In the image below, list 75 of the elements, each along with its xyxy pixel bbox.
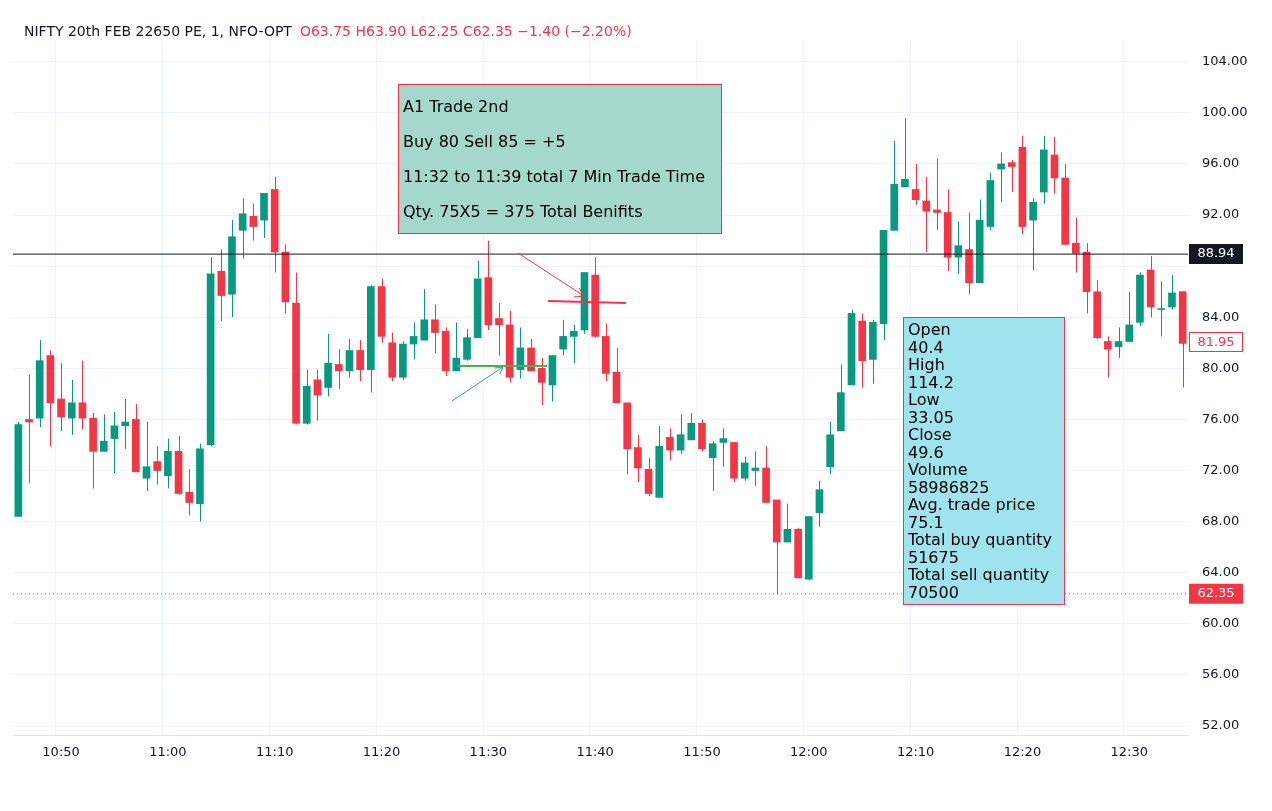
candlestick xyxy=(452,321,461,372)
y-tick-label: 76.00 xyxy=(1202,410,1240,426)
candlestick xyxy=(901,117,909,188)
candlestick xyxy=(997,151,1005,203)
y-tick-label: 68.00 xyxy=(1202,513,1240,529)
x-tick-label: 11:00 xyxy=(149,744,187,760)
x-tick-label: 11:30 xyxy=(469,744,508,760)
candlestick xyxy=(1029,197,1037,271)
candlestick xyxy=(527,338,535,372)
y-tick-label: 104.00 xyxy=(1202,53,1248,69)
x-tick-label: 10:50 xyxy=(42,744,80,760)
candlestick xyxy=(559,319,567,357)
candlestick xyxy=(356,339,364,382)
candlestick xyxy=(666,427,674,461)
candlestick xyxy=(334,348,343,390)
y-tick-label: 100.00 xyxy=(1202,104,1248,120)
candlestick xyxy=(142,421,151,492)
candlestick xyxy=(1157,280,1166,337)
x-tick-label: 12:10 xyxy=(896,744,935,760)
candlestick xyxy=(345,338,354,378)
candlestick xyxy=(537,357,546,406)
chart-subtitle: O63.75 H63.90 L62.25 C62.35 −1.40 (−2.20%) xyxy=(299,23,632,39)
candlestick xyxy=(708,440,717,492)
candlestick xyxy=(634,434,642,483)
candlestick xyxy=(687,412,696,441)
chart-title: NIFTY 20th FEB 22650 PE, 1, NFO-OPT xyxy=(24,23,292,39)
x-tick-label: 11:50 xyxy=(683,744,721,760)
candlestick xyxy=(1168,274,1176,311)
candlestick xyxy=(911,163,920,206)
y-tick-label: 80.00 xyxy=(1202,359,1240,375)
candlestick xyxy=(933,158,941,231)
candlestick xyxy=(569,324,578,364)
candlestick xyxy=(431,303,439,354)
candlestick xyxy=(121,398,129,450)
candlestick xyxy=(922,176,931,253)
candlestick xyxy=(463,328,471,362)
text: Open 40.4 High 114.2 Low 33.05 Close 49.6 Volume 58986825 Avg. trade price 75.1 Total buy quantity 51675 Total sell quantity 70500 xyxy=(908,320,1053,602)
candlestick xyxy=(815,480,824,528)
y-tick-label: 84.00 xyxy=(1202,308,1240,324)
y-tick-label: 52.00 xyxy=(1202,717,1240,733)
candlestick xyxy=(99,413,108,452)
y-tick-label: 96.00 xyxy=(1202,155,1240,171)
x-tick-label: 12:00 xyxy=(790,744,828,760)
annotation: A1 Trade 2nd Buy 80 Sell 85 = +5 11:32 to 11:39 total 7 Min Trade Time Qty. 75X5 = 375 Total Benifits xyxy=(398,84,722,234)
y-tick-label: 92.00 xyxy=(1202,206,1240,222)
y-tick-label: 64.00 xyxy=(1202,564,1240,580)
candlestick xyxy=(420,288,429,341)
candlestick xyxy=(1114,326,1123,359)
candlestick xyxy=(249,203,258,242)
candlestick xyxy=(67,379,76,436)
x-tick-label: 12:30 xyxy=(1110,744,1148,760)
candlestick xyxy=(25,374,33,484)
candlestick xyxy=(719,427,728,468)
text: 81.95 xyxy=(1189,332,1243,352)
candlestick xyxy=(1104,335,1112,378)
candlestick xyxy=(740,455,749,482)
candlestick xyxy=(676,413,685,455)
y-tick-label: 60.00 xyxy=(1202,615,1240,631)
candlestick xyxy=(110,411,119,474)
candlestick xyxy=(185,468,194,516)
x-tick-label: 11:40 xyxy=(576,744,614,760)
candlestick xyxy=(1125,291,1134,343)
x-tick-label: 12:20 xyxy=(1003,744,1042,760)
candlestick xyxy=(495,302,503,357)
candlestick xyxy=(153,445,162,486)
y-tick-label: 56.00 xyxy=(1202,666,1240,682)
x-tick-label: 11:20 xyxy=(362,744,401,760)
ref-line-label: 62.35 xyxy=(1197,585,1235,601)
y-tick-label: 72.00 xyxy=(1202,461,1240,477)
candlestick xyxy=(1072,217,1080,274)
ref-line-label: 88.94 xyxy=(1197,245,1235,261)
candlestick xyxy=(1007,159,1016,193)
candlestick xyxy=(57,362,65,432)
candlestick xyxy=(238,197,247,259)
x-tick-label: 11:10 xyxy=(255,744,294,760)
